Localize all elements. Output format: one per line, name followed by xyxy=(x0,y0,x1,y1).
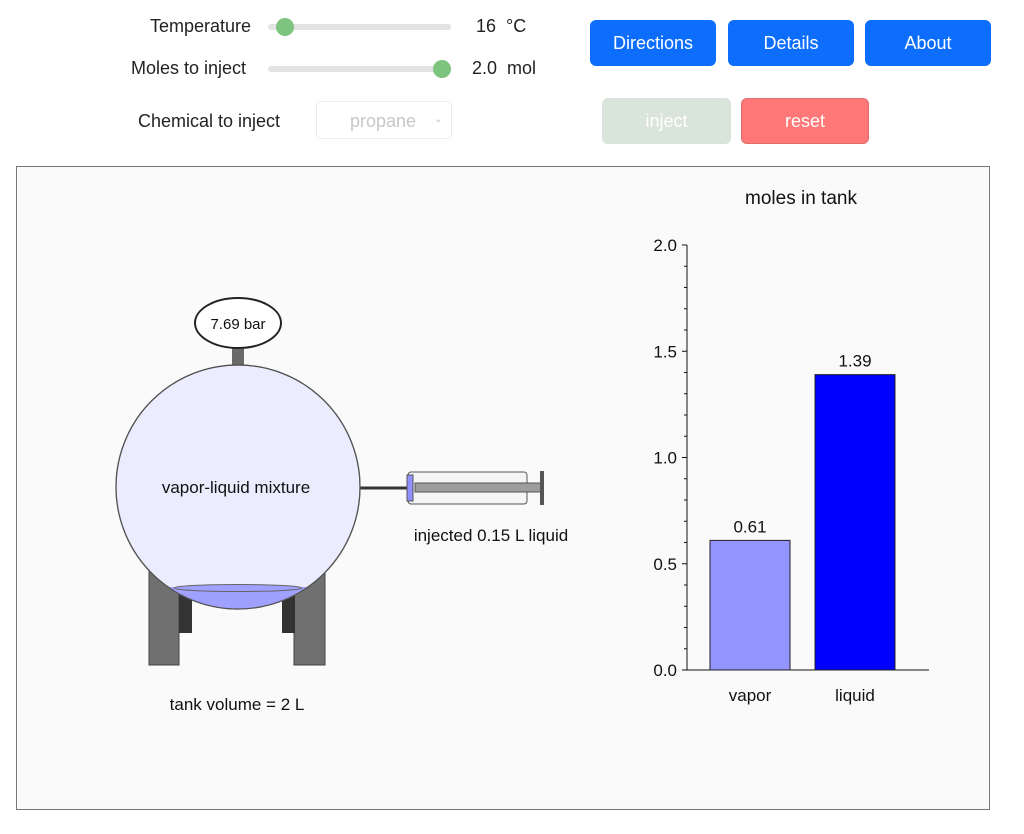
about-button[interactable]: About xyxy=(865,20,991,66)
syringe-handle xyxy=(540,471,544,505)
pressure-gauge xyxy=(194,297,282,349)
tank-liquid xyxy=(116,587,360,609)
tank-volume-label: tank volume = 2 L xyxy=(170,695,305,714)
moles-bar-chart: moles in tank 0.0 0.5 1.0 1.5 2.0 0.61 vapor 1… xyxy=(653,188,929,705)
injected-label: injected 0.15 L liquid xyxy=(414,526,568,545)
chart-title: moles in tank xyxy=(745,188,857,209)
x-tick-label-vapor: vapor xyxy=(729,686,772,705)
details-button[interactable]: Details xyxy=(728,20,854,66)
bar-liquid xyxy=(814,374,896,671)
liquid-surface xyxy=(173,584,303,592)
moles-value: 2.0 mol xyxy=(472,58,537,78)
chemical-select[interactable]: propane ⌄ xyxy=(316,101,452,139)
tank-leg-brace-left xyxy=(179,595,192,633)
pressure-reading: 7.69 bar xyxy=(210,316,265,333)
moles-label: Moles to inject xyxy=(131,58,247,78)
y-tick-label: 1.5 xyxy=(653,342,677,361)
temperature-slider[interactable] xyxy=(268,18,451,36)
simulation-canvas: vapor-liquid mixture 7.69 bar injected 0… xyxy=(115,188,929,714)
y-tick-label: 2.0 xyxy=(653,236,677,255)
inject-button[interactable]: inject xyxy=(602,98,731,144)
temperature-value: 16 °C xyxy=(476,16,527,36)
tank-leg-brace-right xyxy=(282,595,295,633)
reset-button[interactable]: reset xyxy=(741,98,869,144)
chevron-down-icon: ⌄ xyxy=(433,113,443,125)
syringe-plunger-rod xyxy=(414,482,544,493)
syringe-plunger-tip xyxy=(406,474,414,502)
temperature-label: Temperature xyxy=(150,16,252,36)
directions-button[interactable]: Directions xyxy=(590,20,716,66)
x-tick-label-liquid: liquid xyxy=(835,686,875,705)
bar-value-label-liquid: 1.39 xyxy=(838,352,871,371)
moles-slider-thumb[interactable] xyxy=(433,60,451,78)
y-tick-label: 0.5 xyxy=(653,555,677,574)
bar-vapor xyxy=(709,539,791,671)
tank-contents-label: vapor-liquid mixture xyxy=(162,478,310,497)
y-tick-label: 0.0 xyxy=(653,661,677,680)
y-tick-label: 1.0 xyxy=(653,449,677,468)
chemical-select-value: propane xyxy=(350,111,417,131)
chemical-label: Chemical to inject xyxy=(138,111,281,131)
moles-slider[interactable] xyxy=(268,60,451,78)
gauge-stem xyxy=(232,345,244,370)
bar-value-label-vapor: 0.61 xyxy=(733,517,766,536)
temperature-slider-thumb[interactable] xyxy=(276,18,295,36)
simulation-panel: vapor-liquid mixture 7.69 bar injected 0… xyxy=(16,166,990,810)
